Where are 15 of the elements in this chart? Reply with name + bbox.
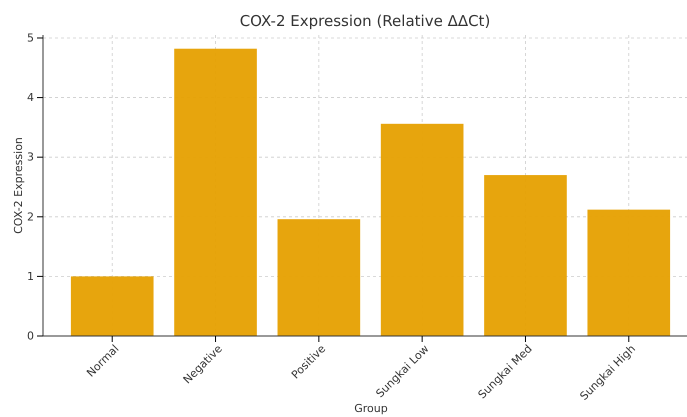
y-axis-title: COX-2 Expression	[12, 137, 25, 234]
y-tick-label: 1	[27, 270, 34, 283]
x-axis-title: Group	[354, 402, 388, 415]
bar	[174, 48, 257, 336]
y-tick-label: 4	[27, 91, 34, 104]
bar	[587, 210, 670, 336]
y-tick-label: 0	[27, 330, 34, 343]
bar	[484, 175, 567, 336]
y-tick-label: 3	[27, 150, 34, 164]
y-tick-label: 2	[27, 210, 34, 224]
chart-title: COX-2 Expression (Relative ΔΔCt)	[240, 12, 490, 30]
bar	[278, 219, 360, 336]
bar	[380, 124, 464, 336]
bar	[70, 276, 154, 336]
y-tick-label: 5	[27, 32, 34, 44]
